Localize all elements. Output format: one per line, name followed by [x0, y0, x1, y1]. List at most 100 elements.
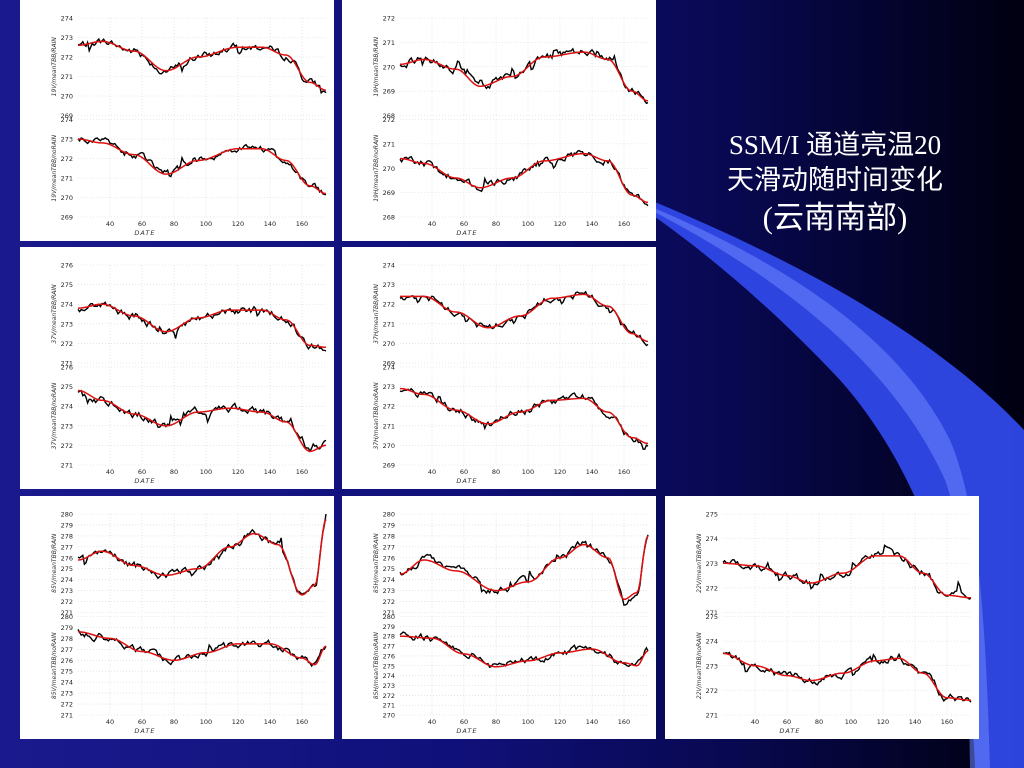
x-tick-label: 120	[232, 718, 244, 726]
y-tick-label: 272	[383, 15, 395, 23]
x-tick-label: 140	[586, 718, 598, 726]
y-tick-label: 271	[61, 462, 73, 470]
y-tick-label: 280	[61, 511, 73, 519]
y-tick-label: 277	[61, 646, 73, 654]
y-tick-label: 275	[61, 668, 73, 676]
x-axis-label: DATE	[456, 229, 477, 237]
x-tick-label: 120	[232, 468, 244, 476]
y-tick-label: 274	[61, 679, 73, 687]
x-tick-label: 80	[170, 718, 178, 726]
y-axis-label: 85V/meanTBB/noRAIN	[51, 632, 58, 699]
y-tick-label: 269	[383, 462, 395, 470]
y-tick-label: 273	[61, 136, 73, 144]
x-tick-label: 80	[492, 220, 500, 228]
y-tick-label: 280	[383, 613, 395, 621]
y-axis-label: 85H/meanTBB/RAIN	[373, 533, 380, 593]
x-tick-label: 160	[296, 220, 308, 228]
y-axis-label: 37V/meanTBB/RAIN	[51, 284, 58, 344]
x-tick-label: 120	[554, 718, 566, 726]
y-tick-label: 269	[383, 88, 395, 96]
y-tick-label: 274	[61, 403, 73, 411]
observed-series-line	[399, 387, 649, 450]
y-tick-label: 278	[61, 635, 73, 643]
x-tick-label: 120	[554, 220, 566, 228]
y-axis-label: 85V/meanTBB/RAIN	[51, 533, 58, 593]
chart-panel-85h: 271 272 273 274 275 276 277 278 279 280 85H/meanTB…	[342, 496, 656, 739]
y-tick-label: 273	[383, 383, 395, 391]
y-tick-label: 270	[383, 165, 395, 173]
smoothed-series-line	[400, 635, 649, 668]
y-tick-label: 272	[383, 116, 395, 124]
smoothed-series-line	[78, 138, 327, 195]
x-tick-label: 60	[138, 718, 146, 726]
y-tick-label: 271	[383, 39, 395, 47]
y-tick-label: 271	[61, 360, 73, 368]
observed-series-line	[399, 149, 649, 207]
y-tick-label: 279	[61, 521, 73, 529]
y-tick-label: 275	[61, 383, 73, 391]
y-tick-label: 272	[61, 701, 73, 709]
y-tick-label: 273	[61, 320, 73, 328]
smoothed-series-line	[722, 652, 971, 701]
x-tick-label: 140	[264, 718, 276, 726]
chart-panel-37v: 271 272 273 274 275 276 37V/meanTBB/RAIN 271 272…	[20, 247, 334, 489]
chart-panel-19h: 268 269 270 271 272 19H/meanTBB/RAIN 268 269 270…	[342, 0, 656, 241]
y-tick-label: 275	[706, 511, 718, 519]
chart-panel-19v: 269 270 271 272 273 274 19V/meanTBB/RAIN 269 270…	[20, 0, 334, 241]
y-tick-label: 274	[61, 15, 73, 23]
y-tick-label: 275	[706, 613, 718, 621]
y-tick-label: 273	[706, 560, 718, 568]
y-tick-label: 269	[383, 189, 395, 197]
x-tick-label: 100	[200, 718, 212, 726]
y-tick-label: 271	[383, 320, 395, 328]
y-tick-label: 276	[61, 657, 73, 665]
x-tick-label: 60	[460, 718, 468, 726]
x-tick-label: 100	[845, 718, 857, 726]
y-tick-label: 275	[61, 281, 73, 289]
y-tick-label: 274	[61, 301, 73, 309]
y-tick-label: 273	[61, 422, 73, 430]
y-tick-label: 270	[383, 340, 395, 348]
x-tick-label: 140	[264, 220, 276, 228]
x-tick-label: 60	[138, 468, 146, 476]
x-tick-label: 40	[106, 220, 114, 228]
x-axis-label: DATE	[134, 727, 155, 735]
y-tick-label: 271	[706, 712, 718, 720]
y-tick-label: 278	[383, 633, 395, 641]
x-tick-label: 40	[428, 220, 436, 228]
y-tick-label: 271	[61, 712, 73, 720]
y-tick-label: 272	[706, 687, 718, 695]
chart-panel-85v: 271 272 273 274 275 276 277 278 279 280 85V/meanTB…	[20, 496, 334, 739]
x-tick-label: 140	[264, 468, 276, 476]
x-tick-label: 160	[618, 468, 630, 476]
x-axis-label: DATE	[134, 229, 155, 237]
smoothed-series-line	[399, 152, 649, 204]
y-axis-label: 19H/meanTBB/RAIN	[373, 36, 380, 96]
x-tick-label: 60	[460, 468, 468, 476]
smoothed-series-line	[399, 535, 649, 601]
y-tick-label: 268	[383, 214, 395, 222]
slide-title: SSM/I 通道亮温20 天滑动随时间变化 (云南南部)	[680, 128, 990, 238]
y-tick-label: 277	[383, 543, 395, 551]
y-tick-label: 278	[61, 532, 73, 540]
y-tick-label: 269	[61, 214, 73, 222]
y-tick-label: 276	[383, 652, 395, 660]
observed-series-line	[399, 47, 649, 105]
y-tick-label: 274	[61, 116, 73, 124]
observed-series-line	[77, 301, 327, 352]
x-tick-label: 100	[522, 718, 534, 726]
x-tick-label: 140	[586, 220, 598, 228]
x-tick-label: 60	[138, 220, 146, 228]
y-tick-label: 271	[61, 73, 73, 81]
y-tick-label: 274	[383, 672, 395, 680]
y-tick-label: 270	[383, 442, 395, 450]
y-tick-label: 270	[383, 63, 395, 71]
y-tick-label: 272	[383, 598, 395, 606]
x-tick-label: 40	[106, 718, 114, 726]
smoothed-series-line	[400, 387, 649, 445]
observed-series-line	[77, 389, 327, 453]
smoothed-series-line	[77, 519, 327, 596]
y-tick-label: 271	[61, 175, 73, 183]
x-tick-label: 100	[200, 468, 212, 476]
y-tick-label: 278	[383, 532, 395, 540]
